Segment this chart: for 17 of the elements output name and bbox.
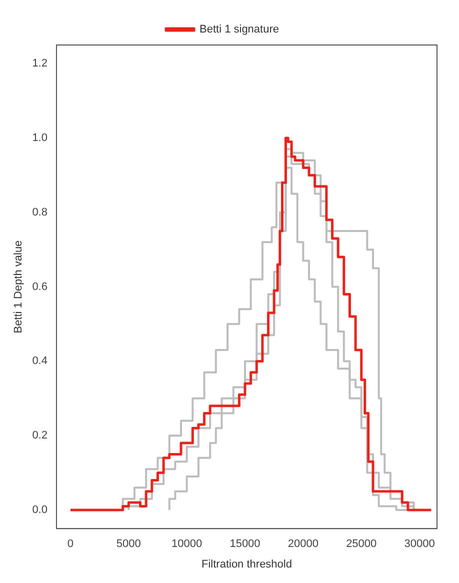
x-tick-label: 10000 — [172, 538, 202, 550]
x-tick-label: 20000 — [288, 538, 318, 550]
x-tick-label: 5000 — [116, 538, 141, 550]
y-tick-label: 0.0 — [32, 504, 48, 516]
legend-label: Betti 1 signature — [200, 24, 280, 36]
x-tick-label: 15000 — [230, 538, 260, 550]
y-tick-label: 0.8 — [32, 206, 48, 218]
x-tick-label: 30000 — [404, 538, 435, 550]
x-tick-label: 0 — [67, 538, 74, 550]
y-tick-label: 1.0 — [32, 132, 48, 144]
y-tick-label: 0.2 — [32, 430, 48, 442]
y-tick-label: 1.2 — [32, 58, 48, 70]
y-tick-label: 0.6 — [32, 280, 48, 293]
x-axis-title: Filtration threshold — [201, 558, 292, 570]
y-tick-label: 0.4 — [32, 355, 48, 368]
x-tick-label: 25000 — [346, 538, 377, 550]
y-axis-title: Betti 1 Depth value — [12, 240, 25, 334]
